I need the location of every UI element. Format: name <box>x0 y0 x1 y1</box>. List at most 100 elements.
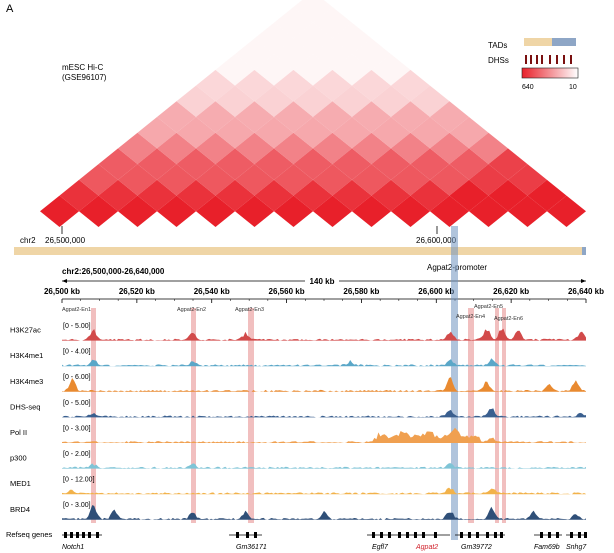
hic-cell <box>293 54 333 86</box>
gene-name: Snhg7 <box>566 544 587 551</box>
hic-title-line2: (GSE96107) <box>62 73 107 82</box>
axis-tick-label: 26,500 kb <box>44 287 80 296</box>
axis-tick-label: 26,540 kb <box>194 287 230 296</box>
dhs-mark <box>563 55 565 64</box>
dhs-mark <box>525 55 527 64</box>
track-name: Pol II <box>10 428 27 437</box>
tad-bar-end <box>582 247 586 255</box>
hic-cell <box>235 69 274 102</box>
gene-exon <box>434 532 437 538</box>
gene-exon <box>570 532 573 538</box>
scale-arrow-right <box>581 279 586 283</box>
legend-dhss-label: DHSs <box>488 56 509 65</box>
track-range: [0 - 5.00] <box>63 400 91 407</box>
legend-colorbar <box>521 67 579 79</box>
gene-exon <box>76 532 79 538</box>
axis-tick-label: 26,520 kb <box>119 287 155 296</box>
gene-name: Gm36171 <box>236 544 267 551</box>
gene-exon <box>556 532 559 538</box>
enhancer-label: Agpat2-En4 <box>456 314 485 320</box>
track-name: p300 <box>10 454 27 463</box>
track: DHS-seq [0 - 5.00] <box>10 400 586 418</box>
gene-exon <box>494 532 497 538</box>
axis-tick-label: 26,640 kb <box>568 287 604 296</box>
track-signal <box>62 377 586 392</box>
track-signal <box>62 328 586 341</box>
hic-cell <box>215 54 255 86</box>
hic-cell <box>254 54 294 86</box>
dhs-mark <box>556 55 558 64</box>
hic-cell <box>215 85 255 117</box>
scale-arrow-left <box>62 279 67 283</box>
enhancer-highlight <box>191 308 196 523</box>
gene-exon <box>486 532 489 538</box>
chr-label: chr2 <box>20 236 36 245</box>
track-name: H3K4me1 <box>10 351 43 360</box>
hic-cell <box>410 85 450 117</box>
gene-exon <box>236 532 239 538</box>
track-signal <box>62 358 586 367</box>
hic-cell <box>469 132 508 165</box>
tad-bar <box>14 247 586 255</box>
legend-tads-label: TADs <box>488 41 507 50</box>
track-name: DHS-seq <box>10 402 40 411</box>
hic-cell <box>196 69 235 102</box>
gene-exon <box>372 532 375 538</box>
gene-exon <box>468 532 471 538</box>
chromosome-bar: chr2 26,500,000 26,600,000 <box>14 226 586 255</box>
coordinate-axis: 26,500 kb 26,520 kb 26,540 kb 26,560 kb 26,5… <box>44 287 604 303</box>
axis-tick-label: 26,620 kb <box>493 287 529 296</box>
enhancer-label: Agpat2-En1 <box>62 307 91 313</box>
track-signal <box>62 505 586 520</box>
hic-cell <box>332 85 372 117</box>
track: Pol II [0 - 3.00] <box>10 425 586 443</box>
track-name: H3K27ac <box>10 326 41 335</box>
chr-left-pos: 26,500,000 <box>45 236 86 245</box>
hic-cell <box>352 38 391 70</box>
panel-label: A <box>6 3 14 15</box>
dhs-mark <box>541 55 543 64</box>
dhs-mark <box>570 55 572 64</box>
track-range: [0 - 3.00] <box>63 502 91 509</box>
gene-exon <box>398 532 401 538</box>
scale-label-bg <box>305 276 339 286</box>
track-range: [0 - 3.00] <box>63 425 91 432</box>
hic-cell <box>313 7 352 39</box>
hic-cell <box>508 164 547 196</box>
legend-tad-b <box>552 38 576 46</box>
enhancer-label: Agpat2-En5 <box>474 304 503 310</box>
gene-name: Fam69b <box>534 544 560 551</box>
gene-exon <box>578 532 581 538</box>
track-signal <box>62 408 586 418</box>
track-range: [0 - 2.00] <box>63 451 91 458</box>
track: H3K27ac [0 - 5.00] <box>10 323 586 341</box>
dhs-mark <box>530 55 532 64</box>
hic-title-line1: mESC Hi-C <box>62 63 104 72</box>
track-range: [0 - 6.00] <box>63 374 91 381</box>
gene-exon <box>460 532 463 538</box>
hic-cell <box>371 85 411 117</box>
track-signal <box>62 427 586 443</box>
promoter-highlight <box>451 226 458 540</box>
gene-exon <box>88 532 91 538</box>
gene-exon <box>422 532 425 538</box>
hic-cell <box>313 69 352 102</box>
track-name: H3K4me3 <box>10 377 43 386</box>
hic-cell <box>547 195 586 227</box>
legend-tad-a <box>524 38 552 46</box>
gene-exon <box>254 532 257 538</box>
signal-tracks: H3K27ac [0 - 5.00]H3K4me1 [0 - 4.00]H3K4me… <box>10 323 586 520</box>
gene-exon <box>82 532 85 538</box>
hic-cell <box>371 54 411 86</box>
hic-cell <box>293 85 333 117</box>
legend-dhs-marks <box>525 55 572 64</box>
hic-cell <box>391 69 430 102</box>
gene-exon <box>414 532 417 538</box>
track: H3K4me1 [0 - 4.00] <box>10 349 586 367</box>
gene-exon <box>96 532 99 538</box>
genes-label: Refseq genes <box>6 530 53 539</box>
gene-exon <box>406 532 409 538</box>
refseq-genes: Refseq genes Notch1 Gm36171 Egfl7 Agpat2 Gm39… <box>6 530 587 551</box>
hic-cell <box>274 69 313 102</box>
